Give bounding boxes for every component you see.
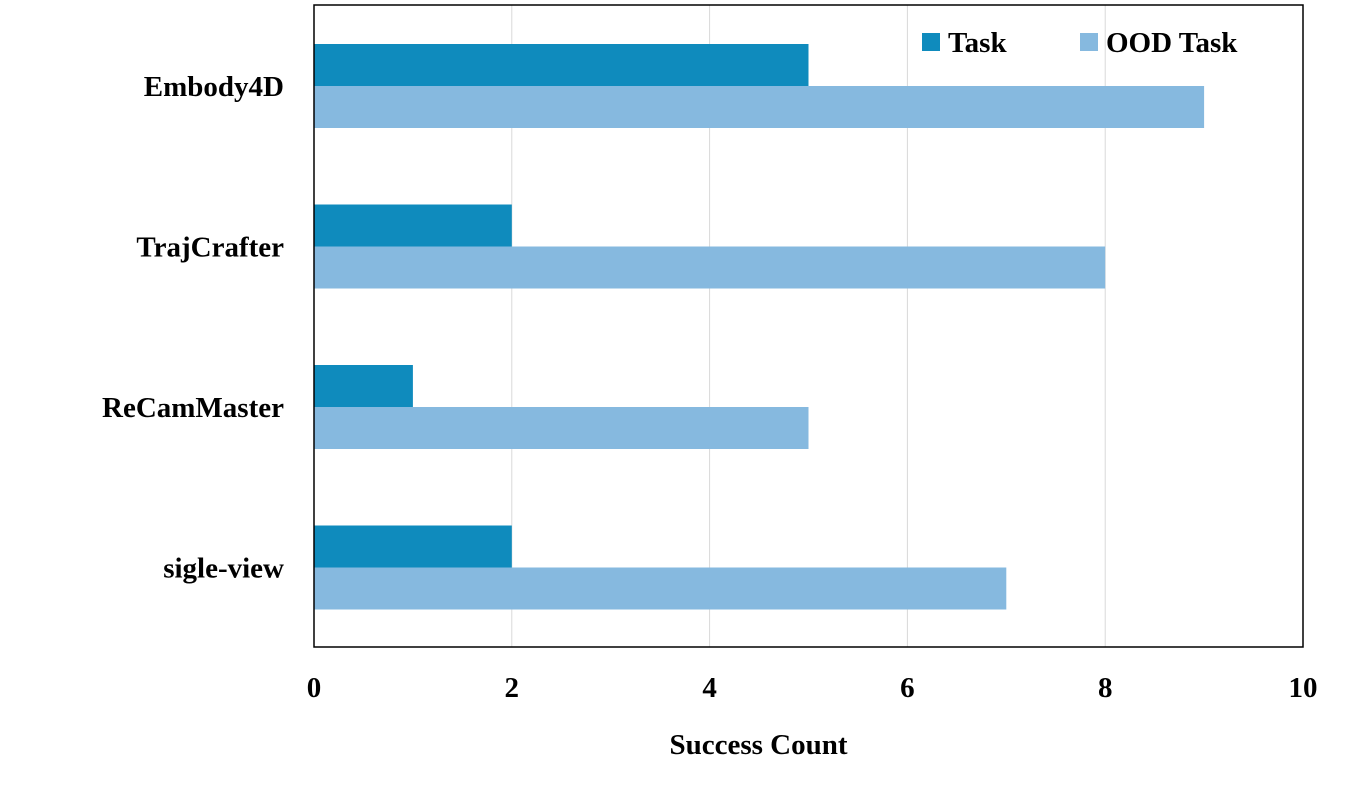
x-tick-label: 10: [1289, 672, 1318, 704]
bar-ood-task-embody4d: [314, 86, 1205, 128]
category-label: ReCamMaster: [102, 392, 284, 424]
x-tick-label: 8: [1098, 672, 1113, 704]
x-tick-label: 0: [307, 672, 322, 704]
legend: Task OOD Task: [922, 27, 1238, 59]
category-labels: Embody4D TrajCrafter ReCamMaster sigle-view: [102, 71, 284, 585]
legend-swatch-task: [922, 33, 940, 51]
category-label: TrajCrafter: [136, 232, 284, 264]
x-tick-label: 2: [505, 672, 520, 704]
bar-ood-task-sigle-view: [314, 567, 1007, 610]
legend-label-ood-task: OOD Task: [1106, 27, 1238, 59]
x-axis-label: Success Count: [669, 729, 847, 761]
bar-task-sigle-view: [314, 525, 512, 568]
bar-ood-task-trajcrafter: [314, 246, 1106, 289]
legend-label-task: Task: [948, 27, 1007, 59]
bars: [314, 44, 1205, 610]
legend-swatch-ood-task: [1080, 33, 1098, 51]
x-tick-label: 6: [900, 672, 915, 704]
bar-ood-task-recammaster: [314, 407, 809, 449]
bar-task-trajcrafter: [314, 204, 512, 247]
category-label: Embody4D: [144, 71, 284, 103]
plot-area-frame: [313, 4, 1304, 648]
x-tick-labels: 0 2 4 6 8 10: [307, 672, 1318, 704]
bar-task-embody4d: [314, 44, 809, 86]
x-tick-label: 4: [702, 672, 717, 704]
bar-task-recammaster: [314, 365, 413, 407]
category-label: sigle-view: [163, 553, 284, 585]
